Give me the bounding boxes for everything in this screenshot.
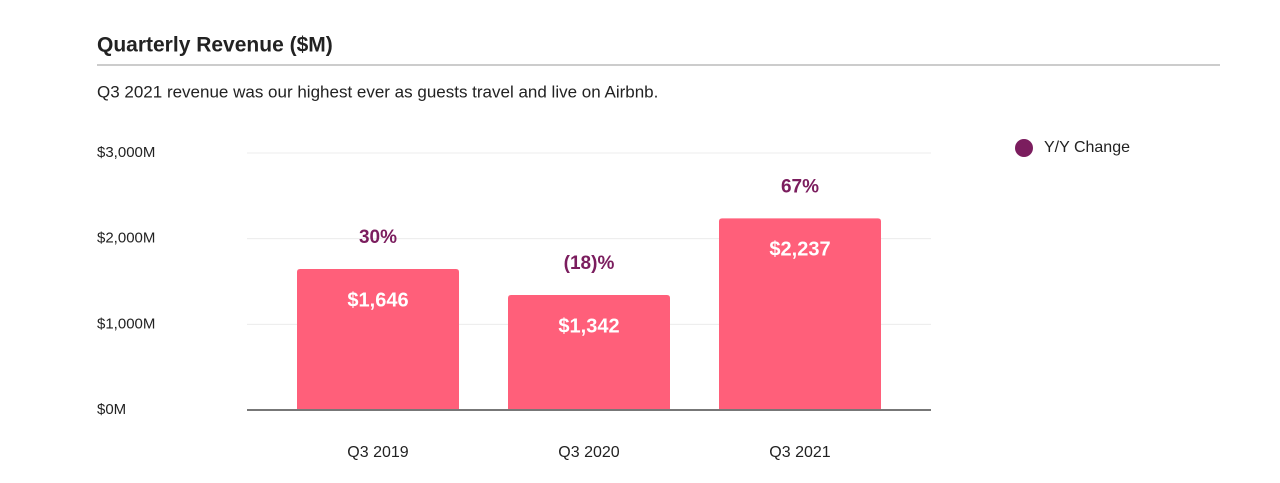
legend-swatch	[1015, 139, 1033, 157]
x-tick-label: Q3 2020	[558, 444, 619, 461]
value-label: $1,342	[558, 315, 619, 337]
y-tick-label: $1,000M	[97, 315, 155, 332]
bar	[297, 268, 459, 410]
legend-label: Y/Y Change	[1044, 139, 1130, 156]
y-tick-label: $0M	[97, 401, 126, 418]
value-label: $1,646	[347, 289, 408, 311]
x-tick-label: Q3 2021	[769, 444, 830, 461]
yoy-label: 67%	[781, 176, 819, 197]
chart-subtitle: Q3 2021 revenue was our highest ever as …	[97, 82, 658, 101]
yoy-label: (18)%	[564, 253, 615, 274]
bar	[508, 295, 670, 410]
bar	[719, 218, 881, 410]
chart-title: Quarterly Revenue ($M)	[97, 34, 333, 57]
y-tick-label: $3,000M	[97, 144, 155, 161]
y-tick-label: $2,000M	[97, 230, 155, 247]
yoy-label: 30%	[359, 227, 397, 248]
x-tick-label: Q3 2019	[347, 444, 408, 461]
value-label: $2,237	[769, 239, 830, 261]
